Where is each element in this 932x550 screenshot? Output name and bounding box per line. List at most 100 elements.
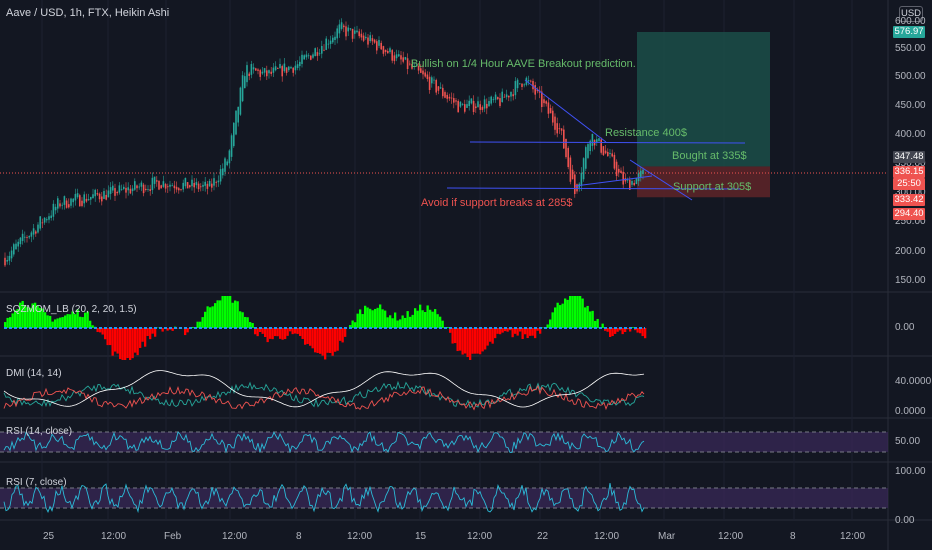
sqzmom-bar bbox=[196, 321, 199, 328]
candle-body bbox=[288, 66, 290, 71]
candle-body bbox=[285, 67, 288, 73]
candle-body bbox=[195, 182, 198, 186]
sqzmom-bar bbox=[579, 296, 582, 328]
candle-body bbox=[466, 104, 468, 108]
sqzmom-bar bbox=[214, 303, 217, 328]
sqzmom-bar bbox=[314, 328, 317, 353]
sqzmom-bar bbox=[134, 328, 137, 353]
sqzmom-bar bbox=[464, 328, 467, 354]
sqzmom-bar bbox=[11, 313, 14, 328]
sqzmom-bar bbox=[106, 328, 109, 346]
candle-body bbox=[362, 35, 365, 41]
sqzmom-bar bbox=[446, 327, 449, 328]
sqzmom-bar bbox=[56, 318, 59, 328]
candle-body bbox=[420, 68, 422, 73]
candle-body bbox=[587, 144, 589, 158]
sqzmom-bar bbox=[91, 325, 94, 328]
candle-body bbox=[101, 196, 103, 202]
candle-body bbox=[259, 70, 261, 77]
sqzmom-bar bbox=[411, 314, 414, 328]
candle-body bbox=[545, 101, 547, 104]
candle-body bbox=[189, 185, 191, 188]
candle-body bbox=[184, 177, 187, 187]
price-countdown: 25:50 bbox=[893, 178, 925, 190]
sqzmom-bar bbox=[584, 307, 587, 328]
candle-body bbox=[17, 241, 19, 247]
candle-body bbox=[413, 66, 415, 67]
candle-body bbox=[109, 187, 112, 194]
candle-body bbox=[556, 123, 558, 134]
sqzmom-bar bbox=[369, 308, 372, 328]
sqzmom-bar bbox=[101, 328, 104, 335]
candle-body bbox=[160, 185, 162, 189]
sqzmom-bar bbox=[299, 328, 302, 337]
sqzmom-bar bbox=[459, 328, 462, 351]
candle-body bbox=[151, 177, 154, 191]
candle-body bbox=[521, 83, 523, 87]
annotation-support: Support at 305$ bbox=[673, 181, 752, 193]
sqzmom-bar bbox=[46, 315, 49, 328]
sqzmom-bar bbox=[66, 314, 69, 328]
candle-body bbox=[24, 236, 26, 238]
trendline bbox=[524, 79, 607, 143]
sqzmom-bar bbox=[366, 307, 369, 328]
candle-body bbox=[439, 87, 442, 89]
candle-body bbox=[382, 46, 385, 54]
candle-body bbox=[310, 55, 312, 60]
candle-body bbox=[279, 63, 281, 69]
time-label: 12:00 bbox=[594, 531, 620, 542]
sqzmom-bar bbox=[271, 328, 274, 340]
sqzmom-bar bbox=[249, 322, 252, 328]
candle-body bbox=[241, 75, 244, 102]
candle-body bbox=[32, 228, 35, 235]
candle-body bbox=[404, 57, 407, 60]
sqzmom-bar bbox=[521, 328, 524, 340]
candle-body bbox=[481, 107, 484, 110]
candle-body bbox=[204, 181, 206, 186]
candle-body bbox=[494, 94, 497, 100]
time-label: 12:00 bbox=[222, 531, 248, 542]
candle-body bbox=[255, 68, 257, 71]
sqzmom-bar bbox=[74, 314, 77, 328]
candle-body bbox=[389, 48, 391, 53]
sqzmom-bar bbox=[449, 328, 452, 333]
candle-body bbox=[602, 146, 605, 156]
candle-body bbox=[107, 190, 110, 198]
sqzmom-bar bbox=[49, 315, 52, 328]
sqzmom-bar bbox=[304, 328, 307, 345]
candle-body bbox=[200, 186, 202, 188]
sqzmom-bar bbox=[456, 328, 459, 352]
currency-button[interactable]: USD bbox=[899, 6, 923, 22]
candle-body bbox=[301, 54, 303, 64]
sqzmom-bar bbox=[604, 328, 607, 331]
candle-body bbox=[512, 94, 514, 97]
sqzmom-bar bbox=[266, 328, 269, 343]
sqzmom-bar bbox=[441, 320, 444, 328]
sqzmom-bar bbox=[209, 307, 212, 328]
sqzmom-bar bbox=[41, 308, 44, 328]
sqzmom-bar bbox=[474, 328, 477, 354]
candle-body bbox=[395, 54, 398, 59]
sqzmom-bar bbox=[39, 307, 42, 328]
sqzmom-bar bbox=[476, 328, 479, 354]
sqzmom-bar bbox=[641, 328, 644, 337]
sqzmom-bar bbox=[161, 328, 164, 332]
candle-body bbox=[376, 41, 378, 51]
sqzmom-bar bbox=[426, 305, 429, 328]
candle-body bbox=[312, 54, 314, 58]
candle-body bbox=[54, 206, 57, 211]
candle-body bbox=[347, 27, 349, 32]
time-label: 12:00 bbox=[718, 531, 744, 542]
candle-body bbox=[283, 63, 286, 72]
price-tick-350: 350.00 bbox=[895, 158, 926, 169]
sqzmom-bar bbox=[601, 323, 604, 328]
candle-body bbox=[426, 74, 429, 80]
candle-body bbox=[356, 30, 358, 33]
sqzmom-bar bbox=[274, 328, 277, 337]
candle-body bbox=[65, 200, 68, 208]
sqzmom-bar bbox=[9, 317, 12, 328]
candle-body bbox=[250, 64, 253, 75]
sqzmom-bar bbox=[626, 328, 629, 330]
sqzmom-bar bbox=[409, 316, 412, 328]
